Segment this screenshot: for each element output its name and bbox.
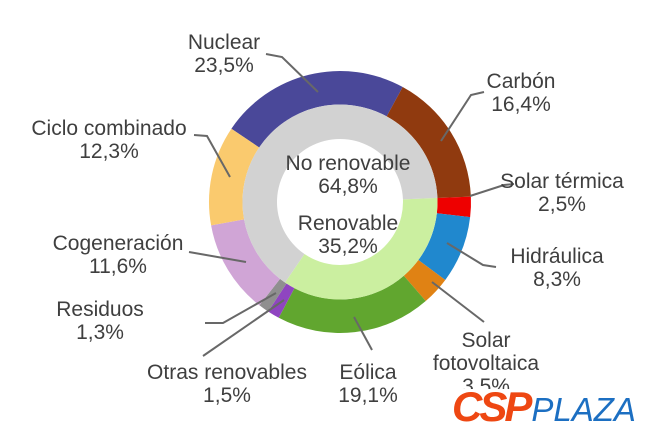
inner-segment-renovable (285, 197, 438, 300)
label-carbon: Carbón 16,4% (487, 70, 556, 116)
label-residuos-name: Residuos (56, 298, 144, 321)
label-hidraulica-name: Hidráulica (510, 245, 604, 268)
leader-nuclear (265, 53, 319, 93)
label-hidraulica-value: 8,3% (533, 268, 581, 291)
label-eolica: Eólica 19,1% (338, 361, 398, 407)
label-carbon-value: 16,4% (491, 93, 551, 116)
label-ciclo-combinado: Ciclo combinado 12,3% (31, 117, 186, 163)
segment-solar-termica (436, 196, 472, 218)
leader-eolica (353, 316, 373, 351)
label-otras-renovables-name: Otras renovables (147, 361, 307, 384)
segment-hidraulica (418, 213, 471, 280)
label-nuclear-value: 23,5% (194, 54, 254, 77)
label-cogeneracion-name: Cogeneración (52, 232, 184, 255)
center-no-renovable-value: 64,8% (318, 175, 378, 198)
leader-cogeneracion (188, 251, 247, 263)
center-renovable-name: Renovable (297, 212, 399, 235)
leader-otras-renovables (202, 299, 285, 357)
label-solar-termica-name: Solar térmica (500, 170, 624, 193)
center-label-no-renovable: No renovable 64,8% (286, 152, 411, 198)
label-residuos-value: 1,3% (76, 321, 124, 344)
label-solar-fotovoltaica-name: Solar fotovoltaica (432, 329, 540, 375)
segment-otras-renovables (268, 283, 295, 318)
logo-plaza-text: PLAZA (531, 391, 636, 428)
label-ciclo-combinado-name: Ciclo combinado (31, 117, 187, 140)
label-cogeneracion: Cogeneración 11,6% (53, 232, 184, 278)
center-renovable-value: 35,2% (318, 235, 378, 258)
label-cogeneracion-value: 11,6% (88, 255, 147, 278)
label-solar-termica-value: 2,5% (538, 193, 586, 216)
leader-hidraulica (446, 242, 497, 268)
label-carbon-name: Carbón (486, 70, 556, 93)
label-otras-renovables: Otras renovables 1,5% (147, 361, 307, 407)
donut-rings (208, 70, 472, 333)
leader-lines (188, 53, 515, 357)
leader-ciclo-combinado (193, 134, 231, 178)
label-eolica-value: 19,1% (338, 384, 398, 407)
center-label-renovable: Renovable 35,2% (298, 212, 398, 258)
leader-solar-termica (469, 183, 515, 197)
label-solar-termica: Solar térmica 2,5% (500, 170, 624, 216)
segment-eolica (278, 275, 426, 333)
segment-ciclo-combinado (208, 128, 260, 226)
label-residuos: Residuos 1,3% (56, 298, 144, 344)
logo-csp-text: CSP (452, 383, 532, 430)
label-eolica-name: Eólica (339, 361, 397, 384)
inner-segment-no-renovable (242, 104, 438, 283)
center-no-renovable-name: No renovable (285, 152, 411, 175)
label-otras-renovables-value: 1,5% (203, 384, 251, 407)
segment-solar-fotovoltaica (403, 260, 446, 302)
cspplaza-logo: CSP PLAZA (450, 383, 636, 430)
label-nuclear: Nuclear 23,5% (188, 31, 260, 77)
leader-solar-fotovoltaica (431, 281, 485, 323)
leader-residuos (205, 292, 277, 324)
label-ciclo-combinado-value: 12,3% (79, 140, 139, 163)
leader-carbon (440, 91, 485, 142)
label-nuclear-name: Nuclear (187, 31, 261, 54)
label-hidraulica: Hidráulica 8,3% (510, 245, 603, 291)
segment-nuclear (231, 70, 403, 148)
label-solar-fotovoltaica: Solar fotovoltaica 3,5% (425, 329, 547, 398)
segment-carbon (386, 86, 471, 198)
